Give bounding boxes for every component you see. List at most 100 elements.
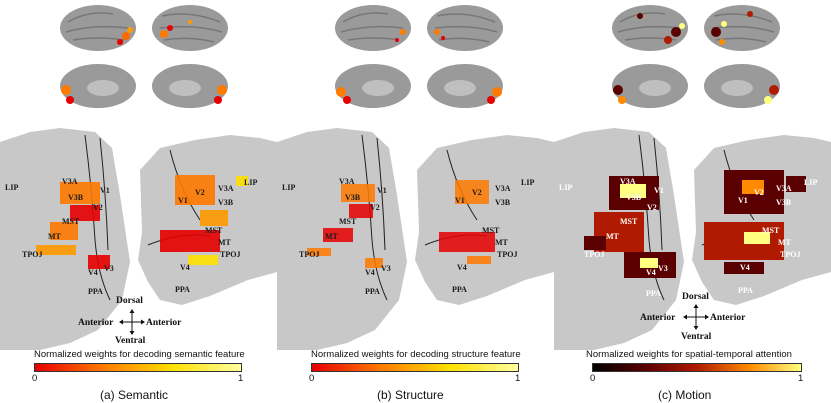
roi-label: V1 xyxy=(377,186,387,195)
colorbar-min: 0 xyxy=(309,373,315,384)
roi-label: V4 xyxy=(740,263,750,272)
roi-label: V2 xyxy=(195,188,205,197)
compass-arrows xyxy=(683,304,709,330)
roi-label: V1 xyxy=(654,186,664,195)
brain-lateral-right-view xyxy=(150,2,230,54)
caption: (a) Semantic xyxy=(100,388,169,402)
roi-label: V3A xyxy=(495,184,511,193)
roi-label: V4 xyxy=(88,268,98,277)
roi-label: LIP xyxy=(282,183,296,192)
roi-label: MST xyxy=(620,217,638,226)
roi-label: LIP xyxy=(559,183,573,192)
roi-label: V2 xyxy=(647,203,657,212)
roi-label: MT xyxy=(48,232,61,241)
roi-label: V1 xyxy=(455,196,465,205)
roi-label: V3 xyxy=(381,264,391,273)
roi-label: LIP xyxy=(804,178,818,187)
roi-label: LIP xyxy=(521,178,535,187)
roi-label: V1 xyxy=(100,186,110,195)
roi-label: TPOJ xyxy=(780,250,801,259)
roi-label: V3A xyxy=(62,177,78,186)
roi-label: PPA xyxy=(452,285,467,294)
flatmap xyxy=(554,128,831,350)
brain-medial-left-view xyxy=(58,60,138,112)
roi-label: V2 xyxy=(93,203,103,212)
roi-label: MT xyxy=(325,232,338,241)
compass-ventral: Ventral xyxy=(115,336,146,346)
compass-anterior-right: Anterior xyxy=(146,318,182,328)
brain-lateral-right-view xyxy=(425,2,505,54)
roi-label: LIP xyxy=(244,178,258,187)
roi-label: TPOJ xyxy=(220,250,241,259)
roi-label: TPOJ xyxy=(584,250,605,259)
roi-label: PPA xyxy=(738,286,753,295)
colorbar-max: 1 xyxy=(238,373,244,384)
colorbar-min: 0 xyxy=(32,373,38,384)
colorbar-min: 0 xyxy=(590,373,596,384)
roi-label: MST xyxy=(482,226,500,235)
roi-label: V3B xyxy=(495,198,511,207)
roi-label: V3A xyxy=(218,184,234,193)
roi-label: V4 xyxy=(180,263,190,272)
compass-arrows xyxy=(119,309,145,335)
roi-label: V3A xyxy=(776,184,792,193)
roi-label: V3B xyxy=(218,198,234,207)
colorbar-title: Normalized weights for decoding semantic… xyxy=(34,349,245,360)
roi-label: PPA xyxy=(88,287,103,296)
colorbar-max: 1 xyxy=(798,373,804,384)
activation-blobs xyxy=(36,175,248,269)
roi-label: V3A xyxy=(339,177,355,186)
caption: (b) Structure xyxy=(377,388,444,402)
roi-label: MST xyxy=(205,226,223,235)
colorbar-max: 1 xyxy=(515,373,521,384)
roi-label: MT xyxy=(606,232,619,241)
roi-label: V2 xyxy=(472,188,482,197)
roi-label: V3B xyxy=(626,193,642,202)
caption: (c) Motion xyxy=(658,388,712,402)
roi-label: LIP xyxy=(5,183,19,192)
panel-motion: LIP V3A V3B V1 V2 MST MT TPOJ V4 V3 PPA … xyxy=(554,0,831,403)
brain-medial-right-view xyxy=(425,60,505,112)
compass-anterior-right: Anterior xyxy=(710,313,746,323)
colorbar xyxy=(592,363,802,372)
panel-semantic: LIP V3A V3B V1 V2 MST MT TPOJ V4 V3 PPA … xyxy=(0,0,277,403)
roi-label: V4 xyxy=(646,268,656,277)
roi-label: PPA xyxy=(175,285,190,294)
roi-label: V3B xyxy=(68,193,84,202)
compass-anterior-left: Anterior xyxy=(78,318,114,328)
flatmap xyxy=(0,128,277,350)
roi-label: V1 xyxy=(178,196,188,205)
activation-blobs xyxy=(307,180,495,268)
panel-structure: LIP V3A V3B V1 V2 MST MT TPOJ V4 V3 PPA … xyxy=(277,0,554,403)
colorbar-title: Normalized weights for spatial-temporal … xyxy=(586,349,792,360)
compass-dorsal: Dorsal xyxy=(116,296,143,306)
brain-medial-right-view xyxy=(702,60,782,112)
roi-label: MST xyxy=(339,217,357,226)
roi-label: V4 xyxy=(365,268,375,277)
brain-lateral-left-view xyxy=(333,2,413,54)
roi-label: MT xyxy=(495,238,508,247)
roi-label: V4 xyxy=(457,263,467,272)
roi-label: MT xyxy=(778,238,791,247)
compass-anterior-left: Anterior xyxy=(640,313,676,323)
roi-label: V2 xyxy=(370,203,380,212)
compass-dorsal: Dorsal xyxy=(682,292,709,302)
brain-medial-right-view xyxy=(150,60,230,112)
roi-label: V3 xyxy=(658,264,668,273)
brain-medial-left-view xyxy=(610,60,690,112)
colorbar xyxy=(311,363,519,372)
colorbar-title: Normalized weights for decoding structur… xyxy=(311,349,521,360)
roi-label: V3A xyxy=(620,177,636,186)
brain-lateral-right-view xyxy=(702,2,782,54)
roi-label: MST xyxy=(762,226,780,235)
roi-label: TPOJ xyxy=(497,250,518,259)
activation-blobs xyxy=(584,170,806,278)
roi-label: PPA xyxy=(365,287,380,296)
roi-label: V2 xyxy=(754,188,764,197)
roi-label: V3B xyxy=(345,193,361,202)
roi-label: TPOJ xyxy=(299,250,320,259)
roi-label: V1 xyxy=(738,196,748,205)
roi-label: V3B xyxy=(776,198,792,207)
roi-label: TPOJ xyxy=(22,250,43,259)
colorbar xyxy=(34,363,242,372)
